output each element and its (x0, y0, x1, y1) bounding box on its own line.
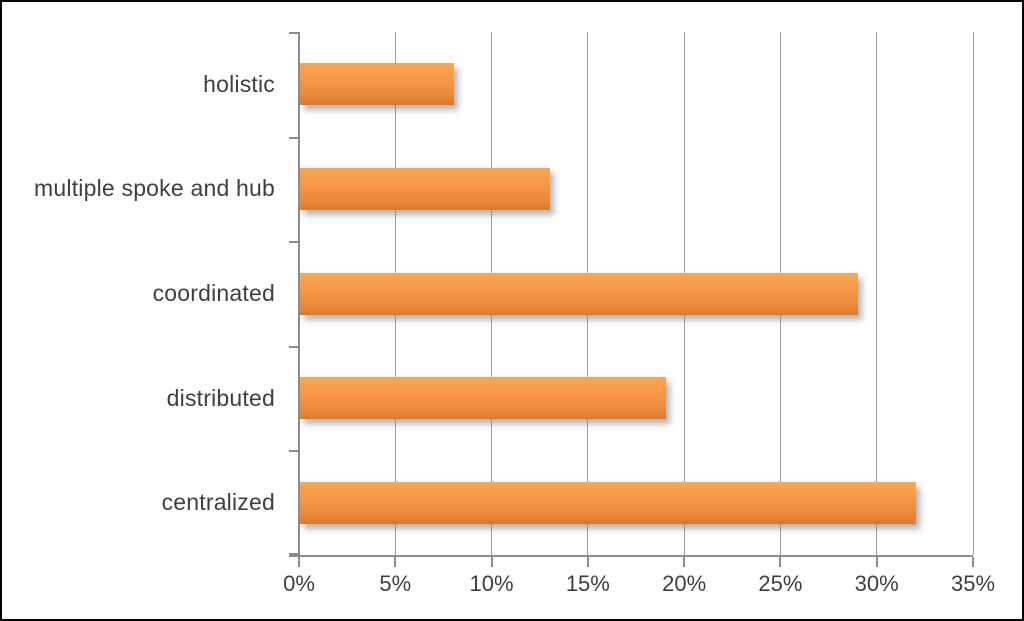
category-label: centralized (161, 489, 275, 516)
value-axis-tick-mark (490, 557, 493, 567)
bar-multiple-spoke-and-hub (300, 167, 551, 210)
gridline (876, 32, 878, 555)
category-axis-line (298, 32, 300, 555)
bar-centralized (300, 481, 917, 524)
value-axis-tick-label: 5% (379, 571, 412, 596)
category-axis-tick-mark (289, 450, 299, 453)
value-axis-tick-label: 25% (758, 571, 803, 596)
category-label: holistic (203, 70, 275, 97)
category-label: coordinated (152, 279, 275, 306)
plot-area (289, 32, 974, 567)
value-axis-tick-mark (972, 557, 974, 567)
value-axis-tick-label: 35% (950, 571, 996, 596)
category-axis-tick-mark (289, 241, 299, 244)
value-axis-tick-mark (875, 557, 878, 567)
category-axis-tick-mark (289, 345, 299, 348)
value-axis-tick-mark (586, 557, 589, 567)
category-label: distributed (166, 384, 275, 411)
bar-distributed (300, 377, 666, 420)
category-axis-tick-mark (289, 553, 299, 555)
category-axis-tick-mark (289, 32, 299, 34)
value-axis-tick-label: 10% (469, 571, 514, 596)
bar-holistic (300, 63, 455, 106)
gridline (972, 32, 974, 555)
value-axis-tick-mark (298, 557, 300, 567)
category-axis-tick-mark (289, 136, 299, 139)
bar-coordinated (300, 272, 859, 315)
value-axis-tick-mark (779, 557, 782, 567)
value-axis-tick-label: 30% (854, 571, 899, 596)
value-axis-tick-label: 0% (283, 571, 315, 596)
value-axis-tick-label: 20% (662, 571, 707, 596)
value-axis-line (289, 555, 973, 557)
value-axis-tick-label: 15% (565, 571, 610, 596)
category-label: multiple spoke and hub (34, 175, 275, 202)
value-axis-tick-mark (683, 557, 686, 567)
value-axis-tick-mark (394, 557, 397, 567)
